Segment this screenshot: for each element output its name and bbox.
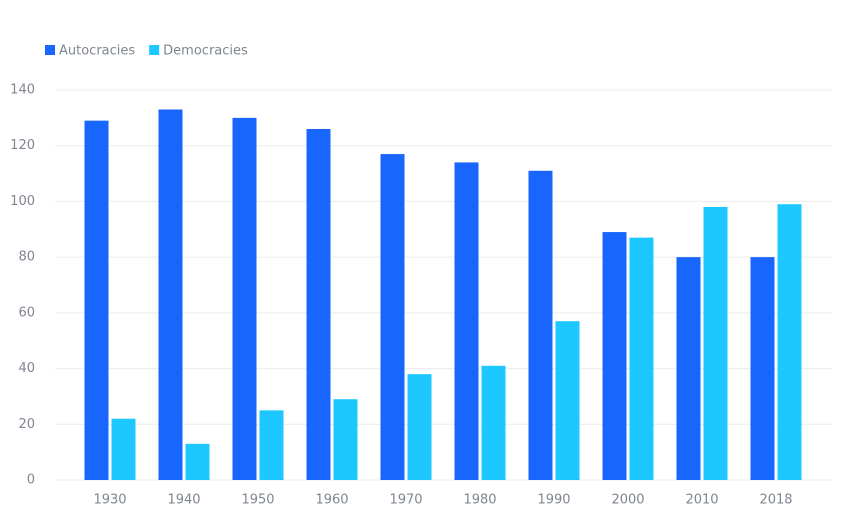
bar (629, 237, 654, 480)
legend-swatch (45, 45, 55, 55)
bar (555, 321, 580, 480)
bar (703, 207, 728, 480)
bar (481, 365, 506, 480)
legend-label: Autocracies (59, 44, 135, 59)
bar (602, 232, 627, 480)
y-tick-label: 60 (18, 305, 35, 320)
bar (84, 120, 109, 481)
bar (185, 443, 210, 480)
x-tick-label: 1980 (463, 493, 496, 508)
x-tick-label: 1930 (93, 493, 126, 508)
bar (407, 374, 432, 480)
bar (676, 257, 701, 480)
x-tick-label: 1960 (315, 493, 348, 508)
x-tick-label: 1940 (167, 493, 200, 508)
y-tick-label: 120 (10, 138, 35, 153)
bar (777, 204, 802, 480)
bar (111, 418, 136, 480)
y-tick-label: 0 (27, 473, 35, 488)
x-tick-label: 1970 (389, 493, 422, 508)
x-tick-label: 1990 (537, 493, 570, 508)
bar (259, 410, 284, 480)
bar (333, 399, 358, 480)
bar (750, 257, 775, 480)
y-tick-label: 40 (18, 361, 35, 376)
bar (158, 109, 183, 480)
y-tick-label: 80 (18, 250, 35, 265)
bar (232, 117, 257, 480)
y-tick-label: 20 (18, 417, 35, 432)
y-tick-label: 100 (10, 194, 35, 209)
y-tick-label: 140 (10, 83, 35, 98)
x-tick-label: 1950 (241, 493, 274, 508)
bar (454, 162, 479, 480)
x-tick-label: 2010 (685, 493, 718, 508)
bar (380, 154, 405, 481)
x-tick-label: 2000 (611, 493, 644, 508)
bar (306, 129, 331, 480)
x-tick-label: 2018 (759, 493, 792, 508)
legend-label: Democracies (163, 44, 248, 59)
bar (528, 170, 553, 481)
legend-swatch (149, 45, 160, 55)
